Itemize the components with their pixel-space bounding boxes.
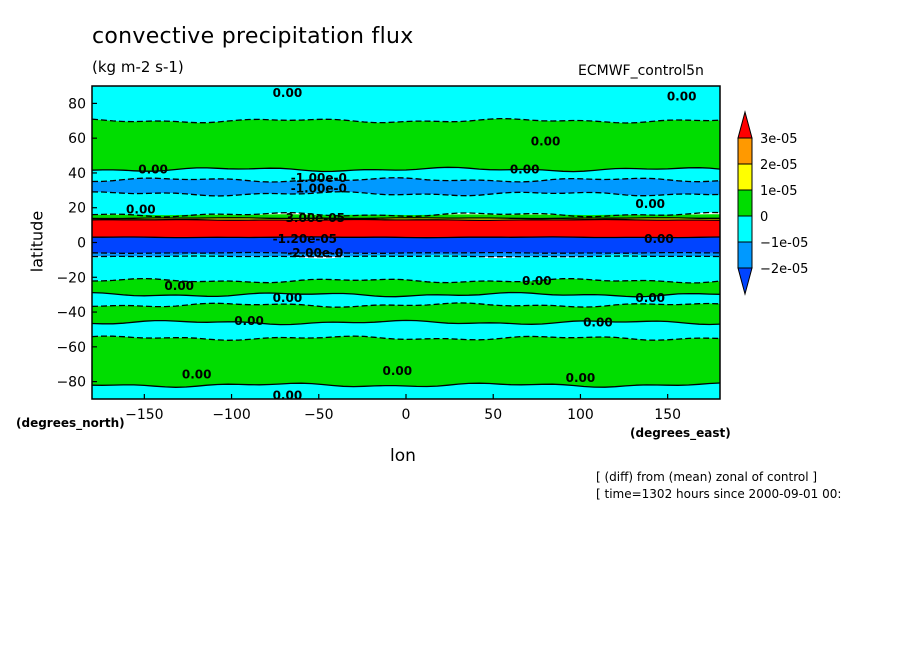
x-axis-unit: (degrees_east) xyxy=(630,426,731,440)
band-7 xyxy=(92,219,720,238)
y-tick-label: 0 xyxy=(77,236,86,252)
colorbar-swatch xyxy=(737,163,753,191)
contour-label: -1.20e-05 xyxy=(273,232,337,246)
band-1 xyxy=(92,118,720,172)
contour-line-15 xyxy=(91,382,721,388)
axis-layer: −150 −100 −50 0 50 100 150 80 60 40 20 0 −20 −40 −60 −8… xyxy=(56,96,681,423)
band-11 xyxy=(92,278,720,297)
colorbar-swatch xyxy=(737,189,753,217)
x-axis-label: lon xyxy=(390,446,416,466)
y-axis-unit: (degrees_north) xyxy=(16,416,125,430)
x-tick-label: 100 xyxy=(567,407,594,423)
contour-line-12 xyxy=(91,302,721,308)
note-diff: [ (diff) from (mean) zonal of control ] xyxy=(596,470,818,484)
contour-line-5 xyxy=(91,217,720,220)
contour-label: 0.00 xyxy=(164,279,194,293)
y-tick-label: −20 xyxy=(56,270,86,286)
contour-line-14 xyxy=(91,335,721,341)
colorbar-label: 1e-05 xyxy=(760,184,798,199)
contour-line-10 xyxy=(91,277,721,284)
colorbar-label: −2e-05 xyxy=(760,262,808,277)
contour-label: 0.00 xyxy=(273,291,303,305)
band-13 xyxy=(92,302,720,325)
contour-label: 0.00 xyxy=(510,162,540,176)
band-layer xyxy=(92,86,720,399)
colorbar-swatch xyxy=(737,215,753,243)
contour-line-3 xyxy=(91,191,721,197)
contour-label: 0.00 xyxy=(273,86,303,100)
band-16 xyxy=(92,383,720,399)
contour-label: 0.00 xyxy=(531,135,561,149)
source-label: ECMWF_control5n xyxy=(578,63,704,79)
band-15 xyxy=(92,336,720,388)
y-tick-label: −40 xyxy=(56,305,86,321)
colorbar-label: 0 xyxy=(760,210,768,225)
contour-label: 0.00 xyxy=(635,291,665,305)
contour-label: 0.00 xyxy=(234,314,264,328)
y-tick-label: 60 xyxy=(68,131,86,147)
contour-label: 3.00e-05 xyxy=(286,211,345,225)
contour-label: 0.00 xyxy=(182,368,212,382)
contour-label: 0.00 xyxy=(667,89,697,103)
contour-line-7 xyxy=(92,236,721,239)
band-12 xyxy=(92,292,720,308)
contour-line-8 xyxy=(91,251,720,254)
contour-label: -1.00e-0 xyxy=(291,182,347,196)
colorbar-label: −1e-05 xyxy=(760,236,808,251)
x-tick-label: 150 xyxy=(654,407,681,423)
contour-line-0 xyxy=(91,117,721,124)
contour-label: 0.00 xyxy=(522,274,552,288)
y-tick-label: 20 xyxy=(68,201,86,217)
contour-line-4 xyxy=(91,211,721,218)
band-8 xyxy=(92,236,720,254)
contour-label: -1.00e-0 xyxy=(291,171,347,185)
y-tick-label: 40 xyxy=(68,166,86,182)
contour-line-13 xyxy=(91,319,721,326)
contour-label: -2.00e-0 xyxy=(287,246,343,260)
x-tick-label: −100 xyxy=(212,407,250,423)
colorbar-swatch xyxy=(737,110,753,139)
contour-label: 0.00 xyxy=(566,371,596,385)
chart-title: convective precipitation flux xyxy=(92,24,414,49)
contour-label: 0.00 xyxy=(273,389,303,403)
contour-line-2 xyxy=(91,177,721,183)
colorbar-label: 2e-05 xyxy=(760,158,798,173)
contour-line-1 xyxy=(91,166,721,173)
x-tick-label: 50 xyxy=(484,407,502,423)
contour-label: 0.00 xyxy=(138,162,168,176)
colorbar-swatch xyxy=(737,267,753,296)
colorbar-swatch xyxy=(737,241,753,269)
contour-label: 0.00 xyxy=(644,232,674,246)
band-0 xyxy=(92,86,720,123)
y-tick-label: −80 xyxy=(56,375,86,391)
colorbar-label: 3e-05 xyxy=(760,132,798,147)
y-tick-label: −60 xyxy=(56,340,86,356)
chart-units: (kg m-2 s-1) xyxy=(92,58,184,76)
band-10 xyxy=(92,254,720,283)
contour-layer xyxy=(91,117,721,388)
colorbar-swatch xyxy=(737,137,753,165)
contour-label: 0.00 xyxy=(126,202,156,216)
band-14 xyxy=(92,320,720,341)
contour-line-6 xyxy=(91,218,721,221)
band-3 xyxy=(92,177,720,196)
colorbar: 3e-05 2e-05 1e-05 0 −1e-05 −2e-05 xyxy=(737,110,808,296)
contour-label: 0.00 xyxy=(635,197,665,211)
contour-label-layer: 0.00 0.00 0.00 0.00 0.00 -1.00e-0-1.00e-0 0.00… xyxy=(126,86,696,403)
x-tick-label: −50 xyxy=(304,407,334,423)
note-time: [ time=1302 hours since 2000-09-01 00: xyxy=(596,487,842,501)
x-tick-label: −150 xyxy=(125,407,163,423)
band-4 xyxy=(92,191,720,217)
y-tick-label: 80 xyxy=(68,96,86,112)
contour-label: 0.00 xyxy=(583,315,613,329)
contour-line-9 xyxy=(91,255,721,258)
contour-line-11 xyxy=(91,291,721,298)
contour-label: 0.00 xyxy=(382,364,412,378)
x-tick-label: 0 xyxy=(402,407,411,423)
